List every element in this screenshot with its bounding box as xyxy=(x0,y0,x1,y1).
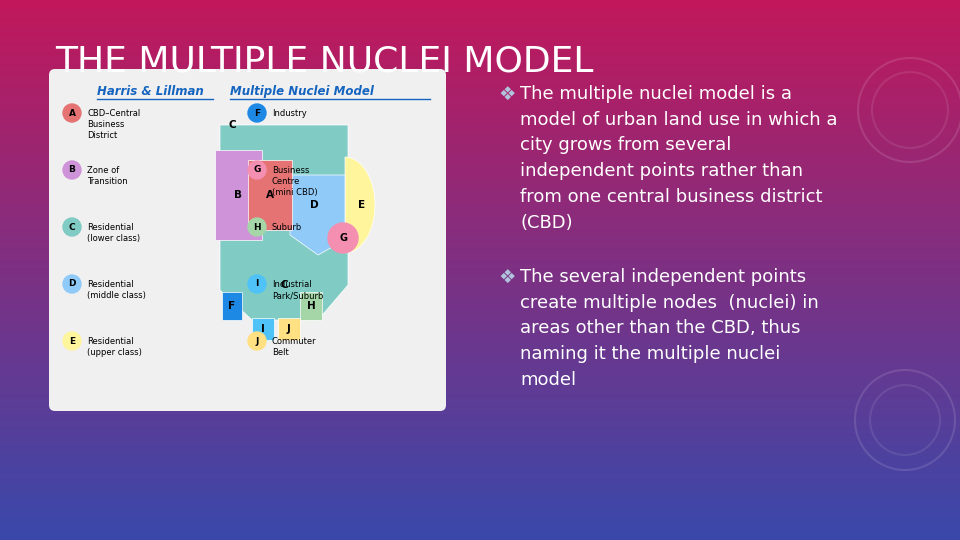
Text: E: E xyxy=(358,200,366,210)
Text: Residential
(lower class): Residential (lower class) xyxy=(87,223,140,243)
Text: ❖: ❖ xyxy=(498,268,516,287)
Text: C: C xyxy=(280,280,288,290)
Text: A: A xyxy=(266,190,274,200)
Text: Industry: Industry xyxy=(272,109,307,118)
Text: C: C xyxy=(69,222,75,232)
Polygon shape xyxy=(248,160,292,230)
Text: The several independent points
create multiple nodes  (nuclei) in
areas other th: The several independent points create mu… xyxy=(520,268,819,389)
Text: J: J xyxy=(255,336,258,346)
Text: Multiple Nuclei Model: Multiple Nuclei Model xyxy=(230,85,373,98)
Text: Business
Centre
(mini CBD): Business Centre (mini CBD) xyxy=(272,166,318,197)
FancyBboxPatch shape xyxy=(49,69,446,411)
Text: Suburb: Suburb xyxy=(272,223,302,232)
Text: D: D xyxy=(68,280,76,288)
Circle shape xyxy=(63,332,81,350)
Text: J: J xyxy=(287,324,291,334)
Polygon shape xyxy=(222,292,242,320)
Polygon shape xyxy=(300,292,322,320)
Text: F: F xyxy=(228,301,235,311)
Circle shape xyxy=(248,161,266,179)
Circle shape xyxy=(328,223,358,253)
Circle shape xyxy=(248,275,266,293)
Circle shape xyxy=(248,218,266,236)
Text: Commuter
Belt: Commuter Belt xyxy=(272,337,317,357)
Text: CBD–Central
Business
District: CBD–Central Business District xyxy=(87,109,140,140)
Circle shape xyxy=(248,104,266,122)
Circle shape xyxy=(248,332,266,350)
Text: Residential
(middle class): Residential (middle class) xyxy=(87,280,146,300)
Text: H: H xyxy=(253,222,261,232)
Text: F: F xyxy=(254,109,260,118)
Text: ❖: ❖ xyxy=(498,85,516,104)
Text: D: D xyxy=(310,200,319,210)
Text: G: G xyxy=(253,165,261,174)
Text: B: B xyxy=(234,190,242,200)
Circle shape xyxy=(63,161,81,179)
Text: Harris & Lillman: Harris & Lillman xyxy=(97,85,204,98)
Text: Zone of
Transition: Zone of Transition xyxy=(87,166,128,186)
Polygon shape xyxy=(278,318,300,340)
Text: B: B xyxy=(68,165,76,174)
Text: Industrial
Park/Suburb: Industrial Park/Suburb xyxy=(272,280,324,300)
Text: C: C xyxy=(228,120,236,130)
Text: A: A xyxy=(68,109,76,118)
Circle shape xyxy=(63,218,81,236)
Text: Residential
(upper class): Residential (upper class) xyxy=(87,337,142,357)
Text: The multiple nuclei model is a
model of urban land use in which a
city grows fro: The multiple nuclei model is a model of … xyxy=(520,85,837,232)
Polygon shape xyxy=(252,318,274,340)
Polygon shape xyxy=(290,175,345,255)
Polygon shape xyxy=(220,125,348,320)
Text: I: I xyxy=(261,324,265,334)
Text: H: H xyxy=(306,301,316,311)
Polygon shape xyxy=(215,150,262,240)
Text: E: E xyxy=(69,336,75,346)
Circle shape xyxy=(63,275,81,293)
Circle shape xyxy=(63,104,81,122)
Polygon shape xyxy=(345,157,375,253)
Text: G: G xyxy=(339,233,347,243)
Text: THE MULTIPLE NUCLEI MODEL: THE MULTIPLE NUCLEI MODEL xyxy=(55,45,593,79)
Text: I: I xyxy=(255,280,258,288)
